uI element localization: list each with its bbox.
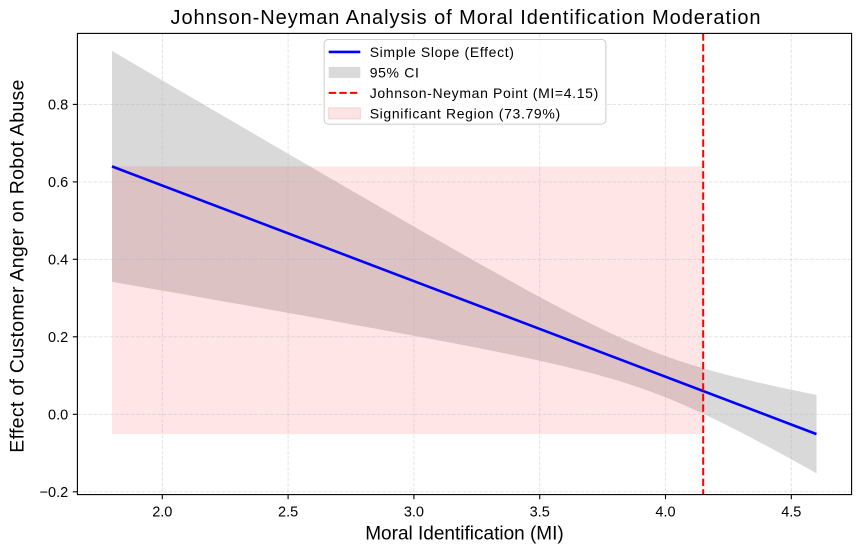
svg-text:Effect of Customer Anger on Ro: Effect of Customer Anger on Robot Abuse [7,79,29,452]
svg-text:0.0: 0.0 [48,408,68,424]
svg-text:0.8: 0.8 [48,98,68,114]
svg-text:2.5: 2.5 [278,505,298,521]
svg-text:3.5: 3.5 [530,505,550,521]
svg-text:3.0: 3.0 [404,505,424,521]
svg-text:0.4: 0.4 [48,253,68,269]
svg-text:Simple Slope (Effect): Simple Slope (Effect) [370,44,515,60]
svg-text:Moral Identification (MI): Moral Identification (MI) [365,524,564,545]
svg-text:Johnson-Neyman Analysis of Mor: Johnson-Neyman Analysis of Moral Identif… [171,7,762,29]
svg-text:4.0: 4.0 [655,505,675,521]
svg-text:4.5: 4.5 [781,505,801,521]
svg-text:0.6: 0.6 [48,175,68,191]
svg-text:Johnson-Neyman Point (MI=4.15): Johnson-Neyman Point (MI=4.15) [370,85,599,101]
svg-text:−0.2: −0.2 [40,485,69,501]
svg-text:2.0: 2.0 [152,505,172,521]
svg-text:0.2: 0.2 [48,330,68,346]
svg-text:Significant Region (73.79%): Significant Region (73.79%) [370,106,561,122]
svg-text:95% CI: 95% CI [370,65,420,81]
